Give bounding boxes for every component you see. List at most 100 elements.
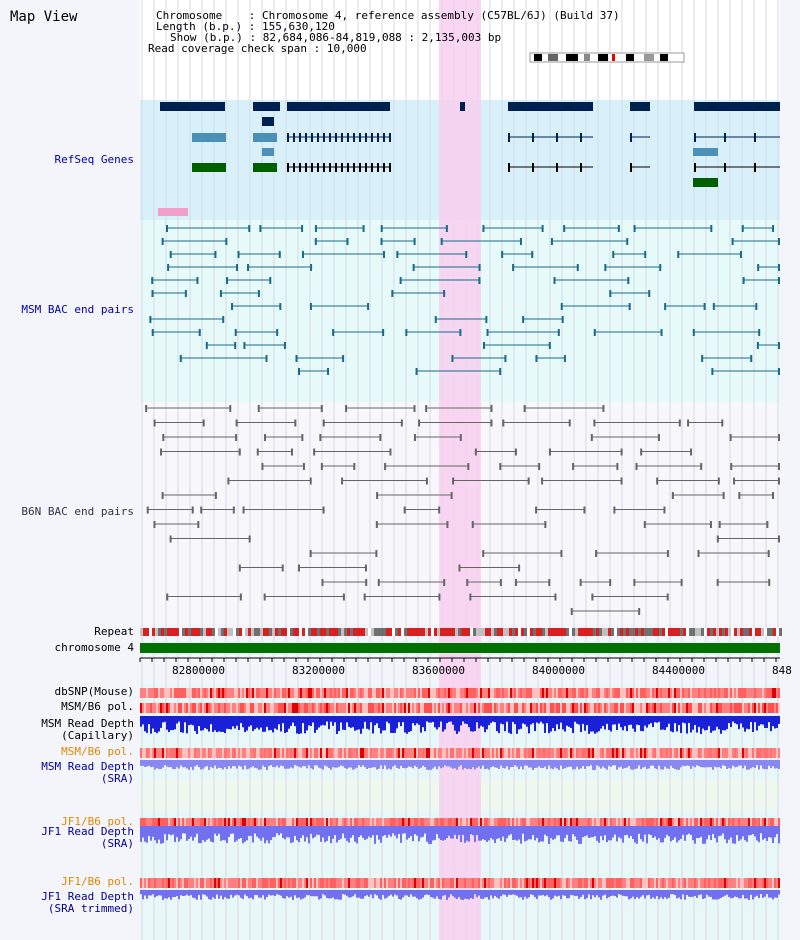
track-label-b6n-bac[interactable]: B6N BAC end pairs (21, 505, 134, 518)
depth-bar (470, 716, 472, 732)
depth-bar (372, 826, 374, 836)
depth-bar (306, 890, 308, 896)
bac-end (628, 303, 631, 310)
track-label-refseq[interactable]: RefSeq Genes (54, 153, 134, 166)
pol-cell (326, 703, 328, 713)
pol-cell (344, 703, 346, 713)
repeat-mark (641, 628, 644, 636)
bac-end (700, 463, 703, 470)
pol-cell (236, 818, 238, 828)
bac-end (538, 463, 541, 470)
coverage-key: Read coverage check span (148, 42, 307, 55)
pol-cell (270, 688, 272, 698)
pol-cell (316, 688, 318, 698)
depth-bar (222, 890, 224, 900)
pol-cell (602, 703, 604, 713)
depth-bar (756, 826, 758, 841)
pol-cell (256, 688, 258, 698)
depth-bar (212, 716, 214, 732)
pol-cell (742, 688, 744, 698)
bac-end (276, 329, 279, 336)
pol-cell (310, 878, 312, 888)
pol-cell (504, 688, 506, 698)
depth-bar (190, 760, 192, 768)
depth-bar (228, 716, 230, 730)
pol-cell (422, 748, 424, 758)
repeat-mark (266, 628, 269, 636)
depth-bar (552, 826, 554, 840)
pol-cell (646, 748, 648, 758)
pol-cell (426, 748, 428, 758)
depth-bar (660, 890, 662, 898)
depth-bar (272, 760, 274, 768)
pol-cell (332, 688, 334, 698)
pol-cell (462, 703, 464, 713)
depth-bar (158, 826, 160, 840)
pol-cell (390, 748, 392, 758)
depth-bar (512, 760, 514, 767)
pol-cell (298, 748, 300, 758)
pol-cell (650, 818, 652, 828)
pol-cell (414, 703, 416, 713)
pol-cell (338, 878, 340, 888)
depth-bar (700, 716, 702, 734)
pol-cell (608, 748, 610, 758)
bac-end (778, 277, 780, 284)
track-label-msm-bac[interactable]: MSM BAC end pairs (21, 303, 134, 316)
depth-bar (756, 760, 758, 766)
pol-cell (738, 748, 740, 758)
pol-cell (490, 688, 492, 698)
gene-exon (508, 163, 510, 172)
pol-cell (708, 878, 710, 888)
pol-cell (674, 818, 676, 828)
pol-cell (632, 703, 634, 713)
pol-cell (646, 703, 648, 713)
pol-cell (366, 703, 368, 713)
pol-cell (150, 748, 152, 758)
depth-bar (744, 826, 746, 841)
depth-bar (554, 826, 556, 839)
pol-cell (706, 703, 708, 713)
pol-cell (370, 748, 372, 758)
pol-cell (566, 818, 568, 828)
pol-cell (330, 688, 332, 698)
depth-bar (588, 890, 590, 895)
bac-end (382, 251, 385, 258)
pol-cell (190, 748, 192, 758)
depth-bar (510, 890, 512, 895)
pol-cell (298, 703, 300, 713)
depth-bar (484, 716, 486, 733)
depth-bar (480, 716, 482, 726)
pol-cell (364, 703, 366, 713)
pol-cell (356, 818, 358, 828)
pol-cell (486, 818, 488, 828)
pol-cell (588, 878, 590, 888)
depth-bar (468, 716, 470, 728)
pol-cell (304, 703, 306, 713)
pol-cell (566, 748, 568, 758)
repeat-mark (281, 628, 284, 636)
bac-end (471, 521, 474, 528)
depth-bar (248, 760, 250, 769)
pol-cell (610, 878, 612, 888)
pol-cell (738, 703, 740, 713)
pol-cell (634, 748, 636, 758)
pol-cell (316, 748, 318, 758)
depth-bar (690, 760, 692, 769)
pol-cell (150, 688, 152, 698)
depth-bar (598, 760, 600, 767)
pol-cell (404, 748, 406, 758)
pol-cell (698, 878, 700, 888)
pol-cell (334, 818, 336, 828)
pol-cell (166, 748, 168, 758)
depth-bar (250, 826, 252, 836)
pol-cell (232, 818, 234, 828)
repeat-mark (602, 628, 605, 636)
gene-block (160, 102, 225, 111)
bac-end (778, 463, 780, 470)
pol-cell (290, 703, 292, 713)
depth-bar (712, 826, 714, 834)
depth-bar (404, 826, 406, 834)
